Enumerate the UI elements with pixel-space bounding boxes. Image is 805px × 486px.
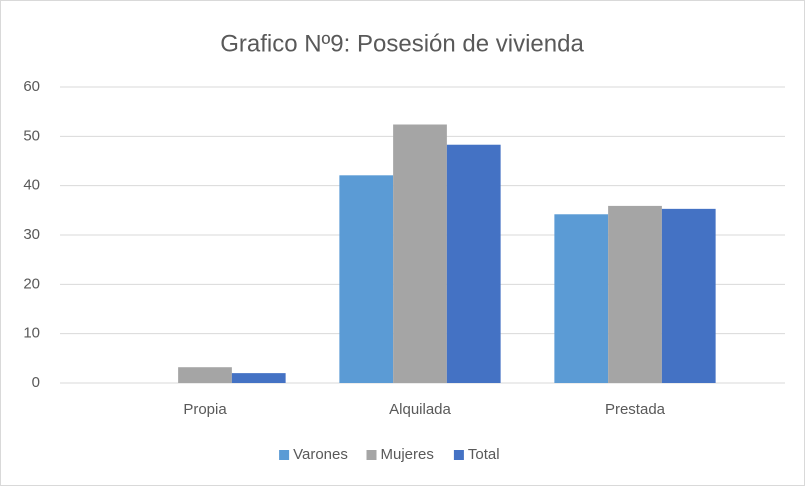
y-tick-label: 20 xyxy=(23,275,40,292)
chart-title: Grafico Nº9: Posesión de vivienda xyxy=(220,30,584,57)
legend-label: Varones xyxy=(293,446,348,463)
x-tick-label: Alquilada xyxy=(389,401,451,418)
bar xyxy=(661,208,716,383)
bar xyxy=(446,144,501,383)
y-tick-label: 60 xyxy=(23,78,40,95)
legend-label: Mujeres xyxy=(381,446,434,463)
legend-swatch xyxy=(366,450,377,460)
x-tick-label: Prestada xyxy=(605,401,666,418)
bar xyxy=(393,124,447,383)
y-tick-label: 0 xyxy=(32,374,40,391)
x-tick-label: Propia xyxy=(183,401,227,418)
legend-swatch xyxy=(279,450,290,460)
bar xyxy=(608,205,662,383)
bar xyxy=(231,373,286,383)
bar xyxy=(178,367,232,383)
legend-label: Total xyxy=(468,446,500,463)
legend-swatch xyxy=(453,450,464,460)
bar xyxy=(554,214,609,383)
y-tick-label: 40 xyxy=(23,177,40,194)
y-tick-label: 10 xyxy=(23,325,40,342)
y-tick-label: 30 xyxy=(23,226,40,243)
bar xyxy=(339,175,394,383)
y-tick-label: 50 xyxy=(23,127,40,144)
